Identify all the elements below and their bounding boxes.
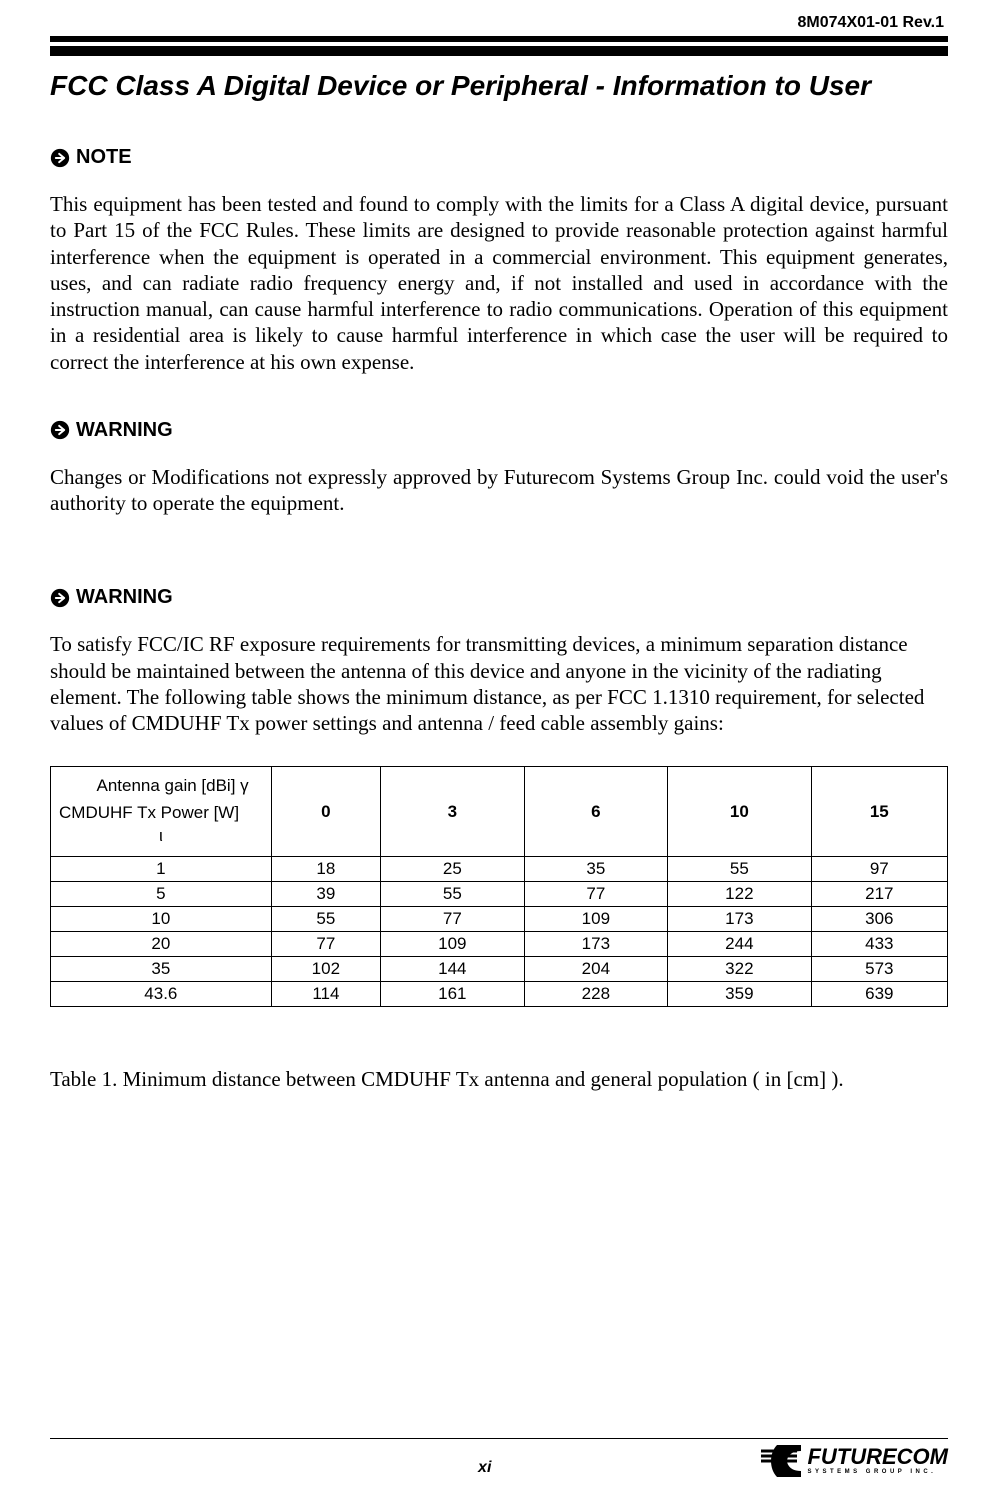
distance-table: Antenna gain [dBi] γCMDUHF Tx Power [W]ι… (50, 766, 948, 1007)
table-row-label: 43.6 (51, 982, 272, 1007)
table-cell: 55 (271, 907, 380, 932)
warning1-body: Changes or Modifications not expressly a… (50, 464, 948, 517)
logo-text-main: FUTURECOM (807, 1447, 948, 1467)
table-cell: 433 (811, 932, 947, 957)
table-corner-header: Antenna gain [dBi] γCMDUHF Tx Power [W]ι (51, 767, 272, 857)
table-cell: 109 (381, 932, 525, 957)
page-number: xi (50, 1459, 759, 1477)
table-col-header: 0 (271, 767, 380, 857)
table-col-header: 3 (381, 767, 525, 857)
table-cell: 322 (668, 957, 812, 982)
table-cell: 114 (271, 982, 380, 1007)
warning1-heading: WARNING (50, 419, 948, 442)
table-col-header: 10 (668, 767, 812, 857)
table-cell: 244 (668, 932, 812, 957)
table-caption: Table 1. Minimum distance between CMDUHF… (50, 1067, 948, 1092)
table-cell: 144 (381, 957, 525, 982)
warning2-body: To satisfy FCC/IC RF exposure requiremen… (50, 631, 948, 736)
table-cell: 97 (811, 857, 947, 882)
table-cell: 77 (271, 932, 380, 957)
table-cell: 217 (811, 882, 947, 907)
table-cell: 173 (668, 907, 812, 932)
table-cell: 359 (668, 982, 812, 1007)
table-row-label: 35 (51, 957, 272, 982)
warning2-heading: WARNING (50, 586, 948, 609)
table-cell: 639 (811, 982, 947, 1007)
header-rule (50, 36, 948, 56)
table-cell: 228 (524, 982, 668, 1007)
arrow-right-icon (50, 420, 70, 440)
table-cell: 173 (524, 932, 668, 957)
table-row: 11825355597 (51, 857, 948, 882)
table-cell: 77 (524, 882, 668, 907)
page-title: FCC Class A Digital Device or Peripheral… (50, 70, 948, 102)
table-row-label: 10 (51, 907, 272, 932)
table-row-label: 1 (51, 857, 272, 882)
note-heading: NOTE (50, 146, 948, 169)
table-col-header: 15 (811, 767, 947, 857)
table-cell: 204 (524, 957, 668, 982)
table-row: 43.6114161228359639 (51, 982, 948, 1007)
arrow-right-icon (50, 588, 70, 608)
logo-text-sub: SYSTEMS GROUP INC. (807, 1469, 948, 1475)
table-cell: 55 (668, 857, 812, 882)
note-body: This equipment has been tested and found… (50, 191, 948, 375)
warning1-heading-text: WARNING (76, 419, 173, 442)
table-cell: 161 (381, 982, 525, 1007)
note-heading-text: NOTE (76, 146, 132, 169)
table-cell: 77 (381, 907, 525, 932)
doc-id: 8M074X01-01 Rev.1 (50, 0, 948, 32)
table-cell: 102 (271, 957, 380, 982)
table-row: 105577109173306 (51, 907, 948, 932)
table-cell: 306 (811, 907, 947, 932)
table-cell: 35 (524, 857, 668, 882)
table-cell: 25 (381, 857, 525, 882)
warning2-heading-text: WARNING (76, 586, 173, 609)
table-col-header: 6 (524, 767, 668, 857)
table-cell: 573 (811, 957, 947, 982)
table-row: 2077109173244433 (51, 932, 948, 957)
table-row: 5395577122217 (51, 882, 948, 907)
table-cell: 109 (524, 907, 668, 932)
table-cell: 18 (271, 857, 380, 882)
table-row-label: 20 (51, 932, 272, 957)
table-cell: 55 (381, 882, 525, 907)
futurecom-logo: FUTURECOM SYSTEMS GROUP INC. (759, 1445, 948, 1477)
logo-mark-icon (759, 1445, 801, 1477)
arrow-right-icon (50, 148, 70, 168)
table-row: 35102144204322573 (51, 957, 948, 982)
table-cell: 122 (668, 882, 812, 907)
table-cell: 39 (271, 882, 380, 907)
page-footer: xi FUTURECOM SYSTEMS GROUP INC. (50, 1438, 948, 1477)
table-row-label: 5 (51, 882, 272, 907)
